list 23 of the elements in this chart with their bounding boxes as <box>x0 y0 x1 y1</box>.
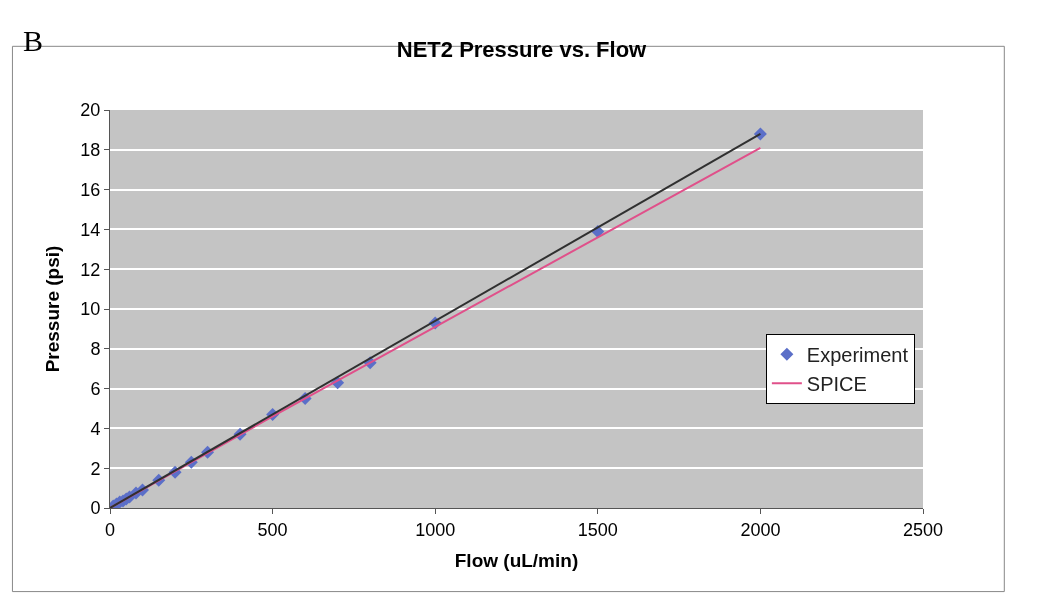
y-tick-label: 14 <box>80 219 101 240</box>
x-tick-label: 0 <box>104 519 116 540</box>
x-tick-label: 1000 <box>415 519 456 540</box>
y-tick-label: 10 <box>80 299 101 320</box>
x-tick-label: 1500 <box>577 519 618 540</box>
y-tick-label: 18 <box>80 140 101 161</box>
y-tick-label: 6 <box>90 378 101 399</box>
y-tick-label: 8 <box>90 339 101 360</box>
legend-label: Experiment <box>806 344 909 366</box>
chart-title: NET2 Pressure vs. Flow <box>396 37 648 63</box>
y-tick-label: 0 <box>90 498 101 519</box>
x-tick-label: 2500 <box>902 519 944 540</box>
legend-label: SPICE <box>806 373 867 395</box>
y-axis-title: Pressure (psi) <box>42 245 64 373</box>
y-tick-label: 12 <box>80 259 101 280</box>
x-tick-label: 500 <box>257 519 288 540</box>
y-tick-label: 4 <box>90 418 101 439</box>
x-tick-label: 2000 <box>740 519 781 540</box>
y-tick-label: 20 <box>80 100 101 121</box>
y-tick-label: 16 <box>80 179 101 200</box>
x-axis-title: Flow (uL/min) <box>454 550 579 572</box>
text: B <box>23 24 44 57</box>
y-tick-label: 2 <box>90 458 101 479</box>
